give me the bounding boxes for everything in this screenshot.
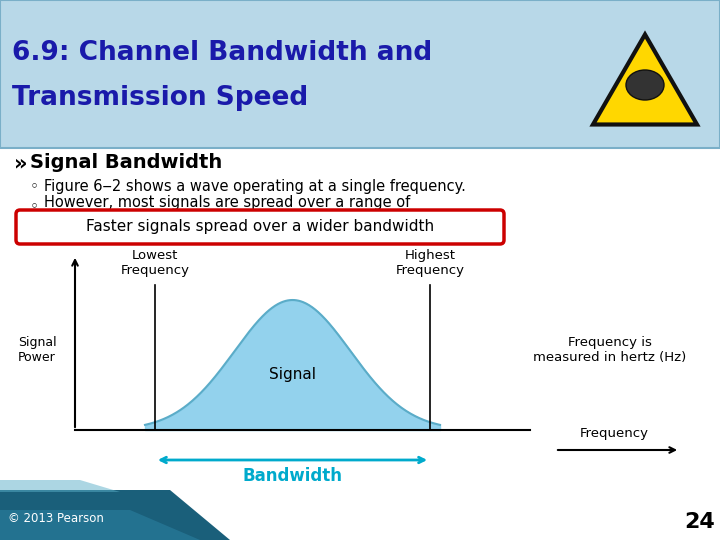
Text: Frequency: Frequency — [580, 427, 649, 440]
Text: Figure 6‒2 shows a wave operating at a single frequency.: Figure 6‒2 shows a wave operating at a s… — [44, 179, 466, 194]
Text: ◦: ◦ — [30, 179, 39, 194]
Text: ◦: ◦ — [30, 199, 39, 214]
Text: 24: 24 — [685, 512, 716, 532]
Text: Lowest
Frequency: Lowest Frequency — [120, 249, 189, 277]
Polygon shape — [0, 490, 230, 540]
Text: Transmission Speed: Transmission Speed — [12, 85, 308, 111]
Text: © 2013 Pearson: © 2013 Pearson — [8, 511, 104, 524]
Polygon shape — [0, 510, 200, 540]
Text: 6.9: Channel Bandwidth and: 6.9: Channel Bandwidth and — [12, 40, 432, 66]
Polygon shape — [593, 35, 697, 125]
Text: Bandwidth: Bandwidth — [243, 467, 343, 485]
Polygon shape — [0, 480, 120, 492]
Text: »: » — [14, 153, 27, 173]
Ellipse shape — [626, 70, 664, 100]
Bar — [0, 0, 720, 148]
Text: Signal: Signal — [269, 368, 316, 382]
Text: Frequency is
measured in hertz (Hz): Frequency is measured in hertz (Hz) — [534, 336, 687, 364]
Text: frequencies (Figure 6–9).: frequencies (Figure 6–9). — [44, 210, 225, 225]
Text: However, most signals are spread over a range of: However, most signals are spread over a … — [44, 194, 410, 210]
FancyBboxPatch shape — [16, 210, 504, 244]
Text: Faster signals spread over a wider bandwidth: Faster signals spread over a wider bandw… — [86, 219, 434, 234]
Text: Highest
Frequency: Highest Frequency — [395, 249, 464, 277]
Text: Signal
Power: Signal Power — [18, 336, 56, 364]
Text: Signal Bandwidth: Signal Bandwidth — [30, 153, 222, 172]
